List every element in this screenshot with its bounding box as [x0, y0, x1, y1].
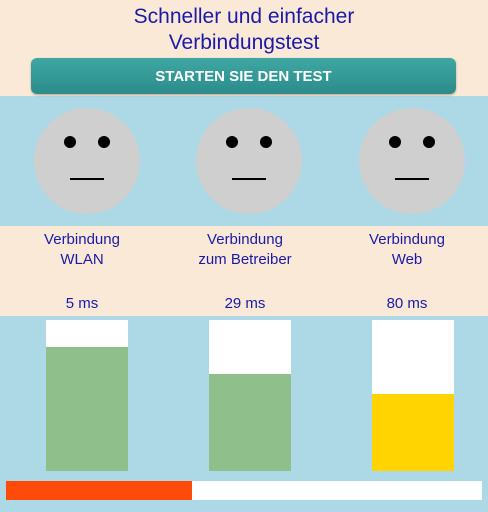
- face-mouth: [232, 178, 266, 180]
- page-title-line2: Verbindungstest: [168, 31, 320, 54]
- test-label-line1: Verbindung: [207, 231, 283, 248]
- test-label-line2: Web: [391, 251, 423, 268]
- bar-operator: [209, 320, 291, 471]
- face-mouth: [70, 178, 104, 180]
- start-test-button[interactable]: STARTEN SIE DEN TEST: [31, 58, 456, 94]
- latency-web: 80 ms: [386, 295, 428, 312]
- face-eye: [226, 136, 238, 148]
- progress-fill: [6, 481, 192, 500]
- test-label-line2: zum Betreiber: [198, 251, 292, 268]
- bar-fill: [46, 347, 128, 471]
- latency-wlan: 5 ms: [65, 295, 99, 312]
- labels-panel: [0, 226, 488, 316]
- face-mouth: [395, 178, 429, 180]
- test-label-line1: Verbindung: [44, 231, 120, 248]
- neutral-face-icon: [196, 108, 302, 214]
- test-label-line2: WLAN: [60, 251, 104, 268]
- latency-operator: 29 ms: [224, 295, 266, 312]
- bar-fill: [372, 394, 454, 471]
- page-title-line1: Schneller und einfacher: [133, 5, 355, 28]
- test-label-operator: Verbindung zum Betreiber: [175, 230, 315, 270]
- bar-wlan: [46, 320, 128, 471]
- face-eye: [260, 136, 272, 148]
- face-eye: [64, 136, 76, 148]
- neutral-face-icon: [34, 108, 140, 214]
- test-label-line1: Verbindung: [369, 231, 445, 248]
- bar-fill: [209, 374, 291, 471]
- face-eye: [389, 136, 401, 148]
- bar-web: [372, 320, 454, 471]
- neutral-face-icon: [359, 108, 465, 214]
- progress-bar: [6, 481, 482, 500]
- face-eye: [423, 136, 435, 148]
- face-eye: [98, 136, 110, 148]
- test-label-wlan: Verbindung WLAN: [12, 230, 152, 270]
- test-label-web: Verbindung Web: [337, 230, 477, 270]
